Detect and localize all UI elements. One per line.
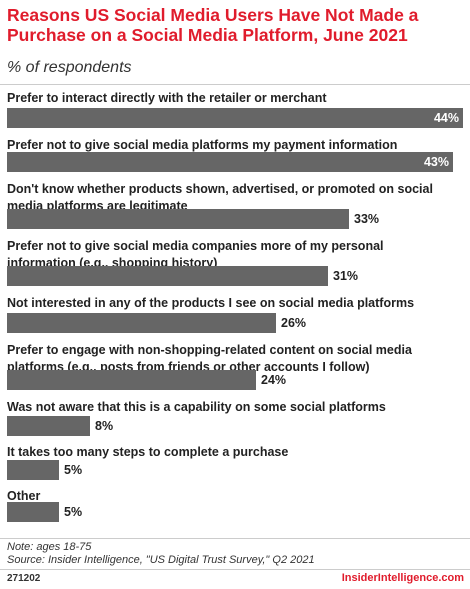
data-label: 44% bbox=[433, 111, 459, 125]
chart-id: 271202 bbox=[7, 573, 41, 584]
bar bbox=[7, 416, 90, 436]
chart-subtitle: % of respondents bbox=[7, 59, 132, 76]
bottom-divider bbox=[0, 569, 470, 570]
bar bbox=[7, 460, 59, 480]
bar bbox=[7, 209, 349, 229]
category-label: Was not aware that this is a capability … bbox=[7, 400, 386, 414]
category-label: Prefer not to give social media platform… bbox=[7, 138, 398, 152]
brand-logo-text: InsiderIntelligence.com bbox=[341, 572, 464, 584]
category-label: Not interested in any of the products I … bbox=[7, 296, 415, 310]
data-label: 31% bbox=[333, 269, 359, 283]
footnote: Note: ages 18-75 bbox=[7, 541, 92, 553]
category-label: Prefer to interact directly with the ret… bbox=[7, 91, 327, 105]
data-label: 26% bbox=[281, 316, 307, 330]
data-label: 33% bbox=[354, 212, 380, 226]
data-label: 8% bbox=[95, 419, 114, 433]
bar bbox=[7, 502, 59, 522]
bar bbox=[7, 370, 256, 390]
category-label: It takes too many steps to complete a pu… bbox=[7, 445, 289, 459]
source-note: Source: Insider Intelligence, "US Digita… bbox=[7, 554, 315, 566]
header-divider bbox=[0, 84, 470, 85]
data-label: 5% bbox=[64, 463, 83, 477]
footer-divider bbox=[0, 538, 470, 539]
bar bbox=[7, 266, 328, 286]
bar bbox=[7, 108, 463, 128]
data-label: 5% bbox=[64, 505, 83, 519]
category-label: Other bbox=[7, 489, 41, 503]
bar bbox=[7, 313, 276, 333]
data-label: 43% bbox=[423, 155, 449, 169]
bar bbox=[7, 152, 453, 172]
chart-title: Reasons US Social Media Users Have Not M… bbox=[7, 5, 419, 45]
data-label: 24% bbox=[261, 373, 287, 387]
